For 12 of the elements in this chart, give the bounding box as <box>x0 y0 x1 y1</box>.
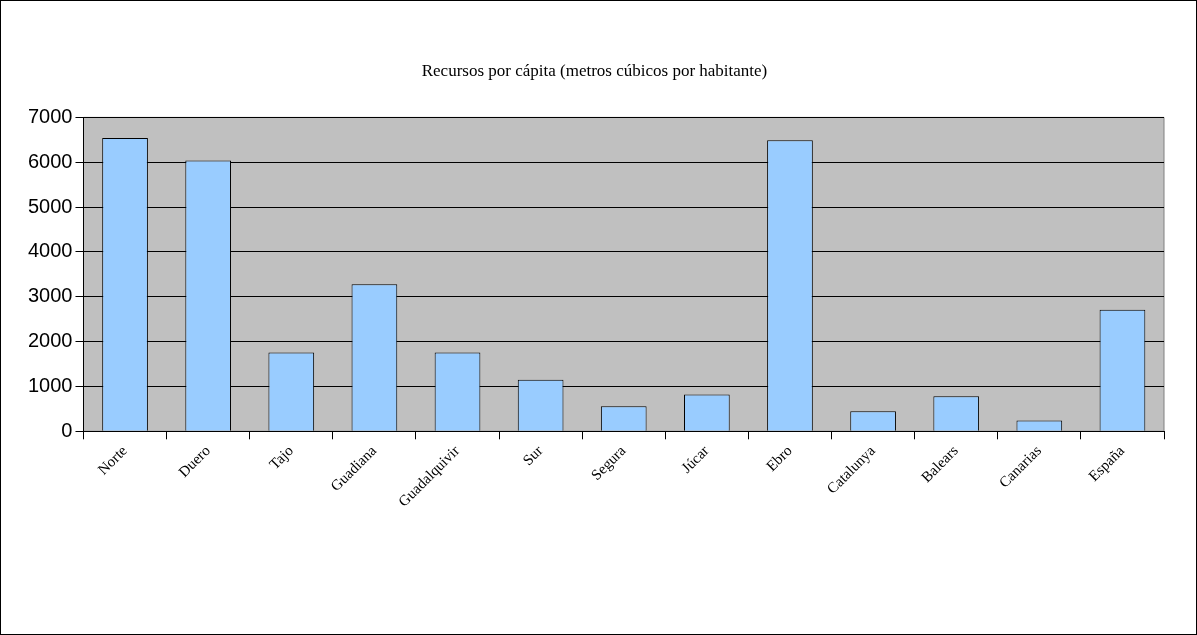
y-tick-label: 6000 <box>27 149 73 172</box>
y-tick-label: 7000 <box>27 104 73 127</box>
x-tick-label: Ebro <box>762 442 795 475</box>
x-tick-label: Tajo <box>266 442 297 473</box>
y-tick-label: 5000 <box>27 194 73 217</box>
x-tick-label: Sur <box>519 442 546 469</box>
y-tick-label: 2000 <box>27 329 73 352</box>
y-tick-label: 3000 <box>27 284 73 307</box>
y-tick-label: 4000 <box>27 239 73 262</box>
chart-title: Recursos por cápita (metros cúbicos por habitante) <box>421 60 768 80</box>
y-tick-label: 1000 <box>27 373 73 396</box>
y-tick-label: 0 <box>61 418 73 441</box>
